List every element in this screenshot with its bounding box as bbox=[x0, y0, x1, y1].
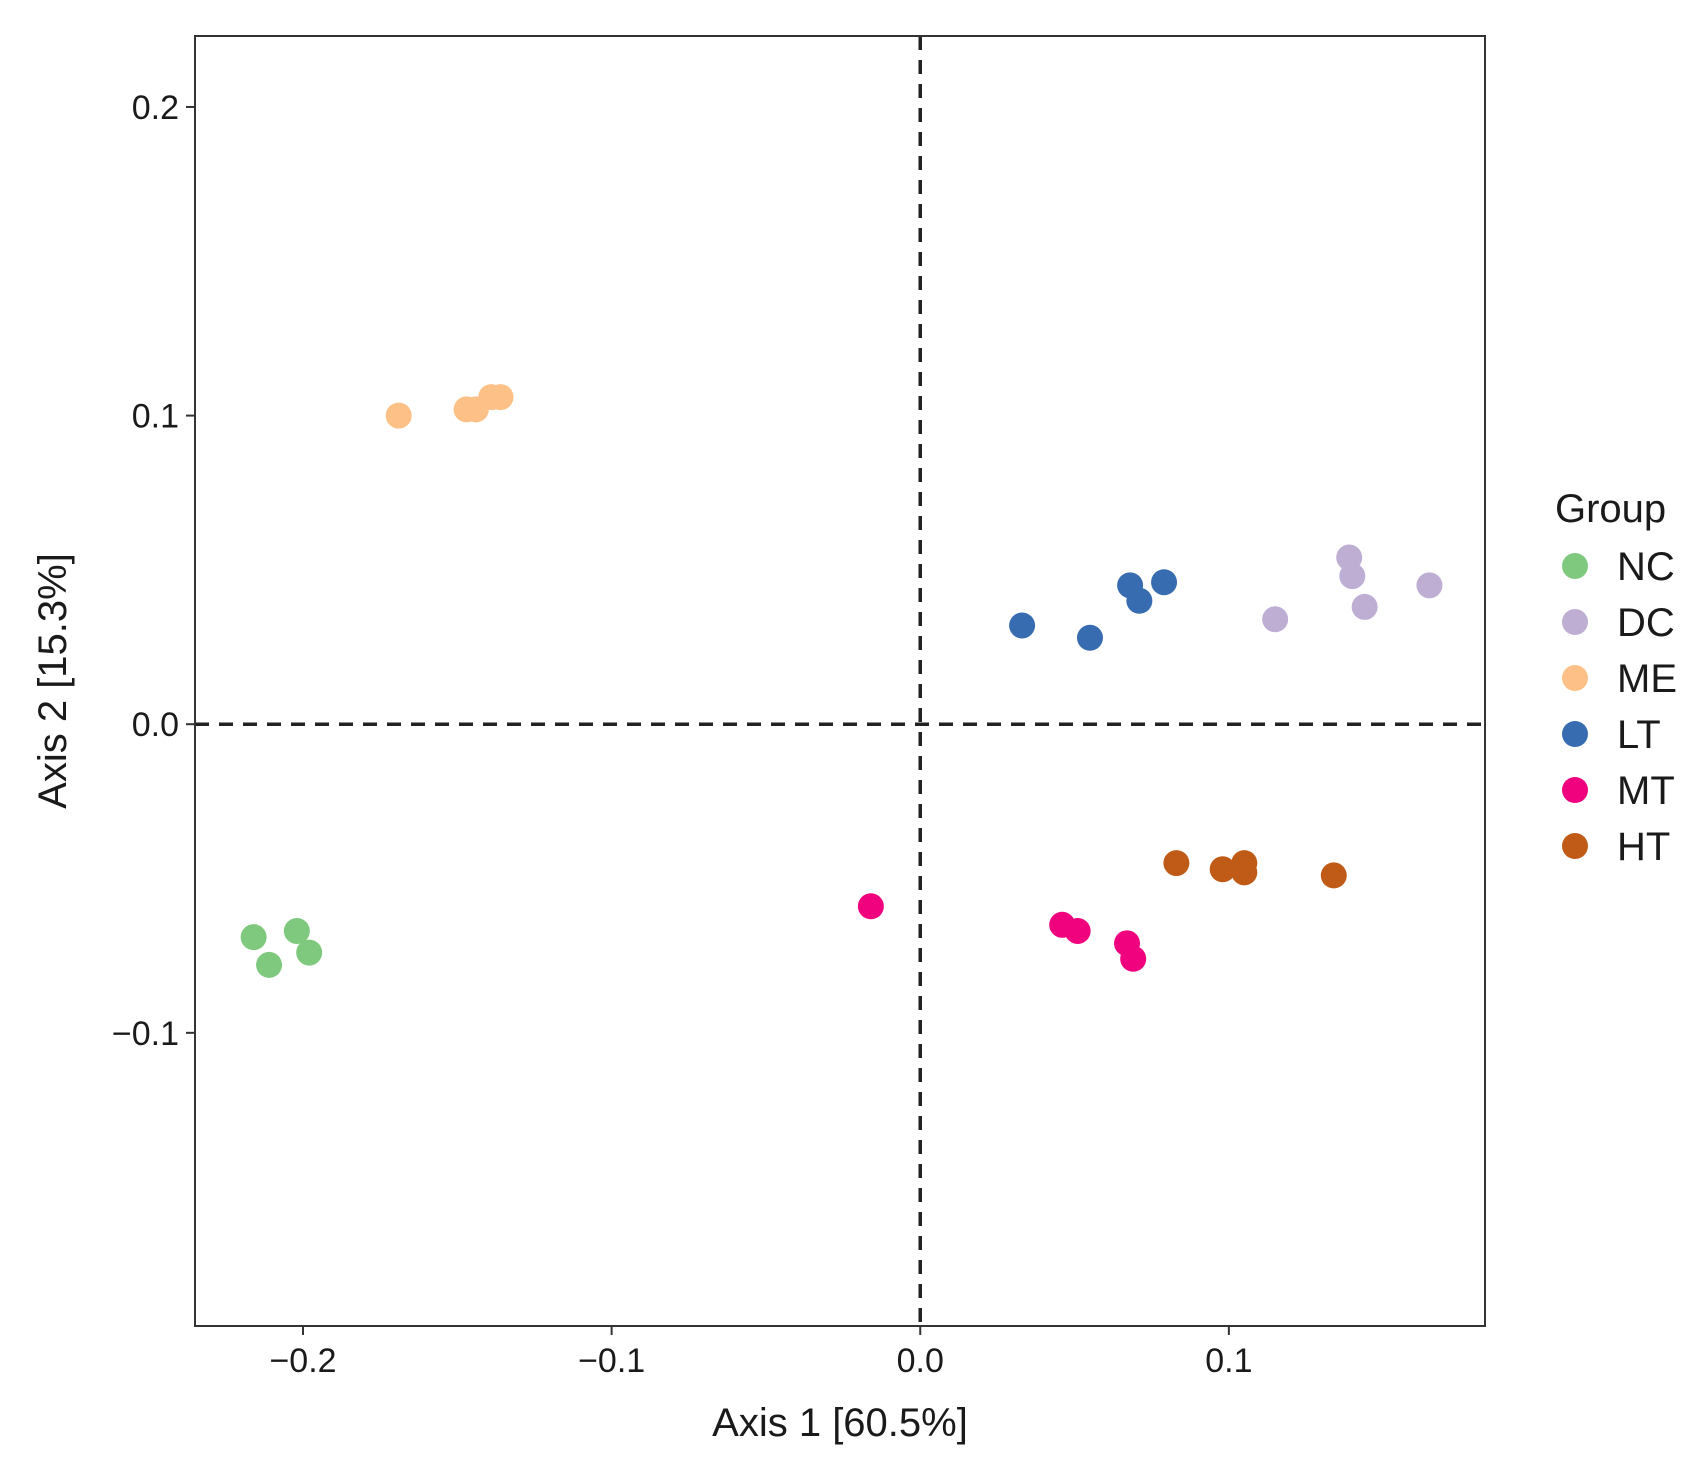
data-point-dc bbox=[1262, 606, 1289, 633]
legend-key-mt bbox=[1562, 777, 1588, 803]
legend-title: Group bbox=[1555, 487, 1666, 531]
data-point-lt bbox=[1076, 624, 1103, 651]
data-point-ht bbox=[1320, 862, 1347, 889]
x-tick-label: 0.0 bbox=[897, 1342, 944, 1380]
panel-border bbox=[194, 35, 1486, 1327]
x-tick-label: −0.2 bbox=[269, 1342, 336, 1380]
legend-key-lt bbox=[1562, 721, 1588, 747]
data-points bbox=[240, 384, 1443, 978]
legend-label-lt: LT bbox=[1617, 713, 1661, 757]
data-point-lt bbox=[1151, 569, 1178, 596]
data-point-ht bbox=[1209, 856, 1236, 883]
legend-label-mt: MT bbox=[1617, 769, 1675, 813]
y-tick-label: −0.1 bbox=[112, 1015, 179, 1053]
x-tick-label: 0.1 bbox=[1205, 1342, 1252, 1380]
data-point-lt bbox=[1009, 612, 1036, 639]
legend-key-nc bbox=[1562, 553, 1588, 579]
data-point-nc bbox=[256, 951, 283, 978]
data-point-mt bbox=[857, 893, 884, 920]
y-tick-label: 0.1 bbox=[132, 398, 179, 436]
legend-key-ht bbox=[1562, 833, 1588, 859]
y-axis-title: Axis 2 [15.3%] bbox=[31, 553, 75, 809]
legend-key-me bbox=[1562, 665, 1588, 691]
data-point-dc bbox=[1339, 563, 1366, 590]
data-point-me bbox=[385, 402, 412, 429]
axes: −0.2 −0.1 0.0 0.1 −0.1 0.0 0.1 0.2 bbox=[112, 36, 1485, 1380]
data-point-ht bbox=[1163, 850, 1190, 877]
data-point-lt bbox=[1126, 587, 1153, 614]
data-point-mt bbox=[1120, 945, 1147, 972]
legend: Group NC DC ME LT MT HT bbox=[1555, 487, 1677, 869]
data-point-nc bbox=[240, 924, 267, 951]
legend-label-nc: NC bbox=[1617, 545, 1675, 589]
data-point-me bbox=[487, 384, 514, 411]
data-point-mt bbox=[1064, 917, 1091, 944]
y-tick-label: 0.2 bbox=[132, 89, 179, 127]
legend-label-me: ME bbox=[1617, 657, 1677, 701]
legend-key-dc bbox=[1562, 609, 1588, 635]
x-axis-title: Axis 1 [60.5%] bbox=[712, 1401, 968, 1445]
data-point-dc bbox=[1351, 593, 1378, 620]
data-point-dc bbox=[1416, 572, 1443, 599]
data-point-ht bbox=[1231, 859, 1258, 886]
x-tick-label: −0.1 bbox=[578, 1342, 645, 1380]
y-tick-label: 0.0 bbox=[132, 706, 179, 744]
data-point-nc bbox=[296, 939, 323, 966]
data-point-nc bbox=[283, 917, 310, 944]
legend-label-ht: HT bbox=[1617, 825, 1670, 869]
legend-label-dc: DC bbox=[1617, 601, 1675, 645]
panel-background bbox=[195, 36, 1485, 1326]
